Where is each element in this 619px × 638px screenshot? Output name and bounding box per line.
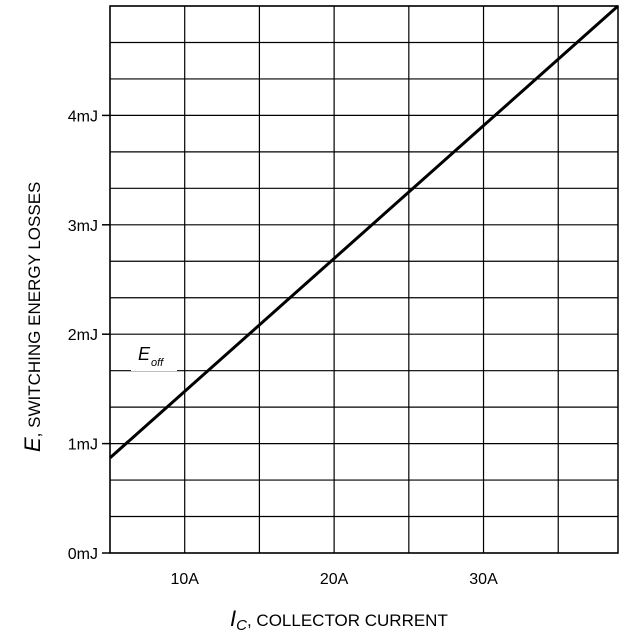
plot-frame — [109, 5, 619, 554]
y-tick-label: 1mJ — [68, 437, 98, 454]
x-axis-variable-subscript: C — [236, 617, 247, 634]
x-tick-label: 20A — [320, 571, 349, 588]
y-tick-label: 4mJ — [68, 108, 98, 125]
series-line-eoff — [109, 4, 619, 459]
x-tick-label: 30A — [469, 571, 498, 588]
x-axis-variable: I — [230, 606, 236, 631]
tick-labels: 0mJ 1mJ 2mJ 3mJ 4mJ 10A 20A 30A — [68, 108, 498, 588]
y-axis-label: , SWITCHING ENERGY LOSSES — [25, 182, 44, 438]
y-tick-label: 3mJ — [68, 218, 98, 235]
y-axis-title: E, SWITCHING ENERGY LOSSES — [20, 182, 45, 452]
x-axis-title: IC, COLLECTOR CURRENT — [230, 606, 448, 634]
x-tick-label: 10A — [170, 571, 199, 588]
grid — [102, 5, 619, 554]
y-axis-variable: E — [20, 437, 45, 452]
y-tick-label: 2mJ — [68, 327, 98, 344]
x-axis-label: , COLLECTOR CURRENT — [247, 611, 448, 630]
series-label-background — [131, 337, 177, 371]
series-layer — [109, 4, 619, 459]
series-label-subscript: off — [151, 357, 164, 369]
series-label-eoff: E off — [131, 337, 177, 371]
series-label-main: E — [138, 344, 151, 364]
y-tick-label: 0mJ — [68, 546, 98, 563]
